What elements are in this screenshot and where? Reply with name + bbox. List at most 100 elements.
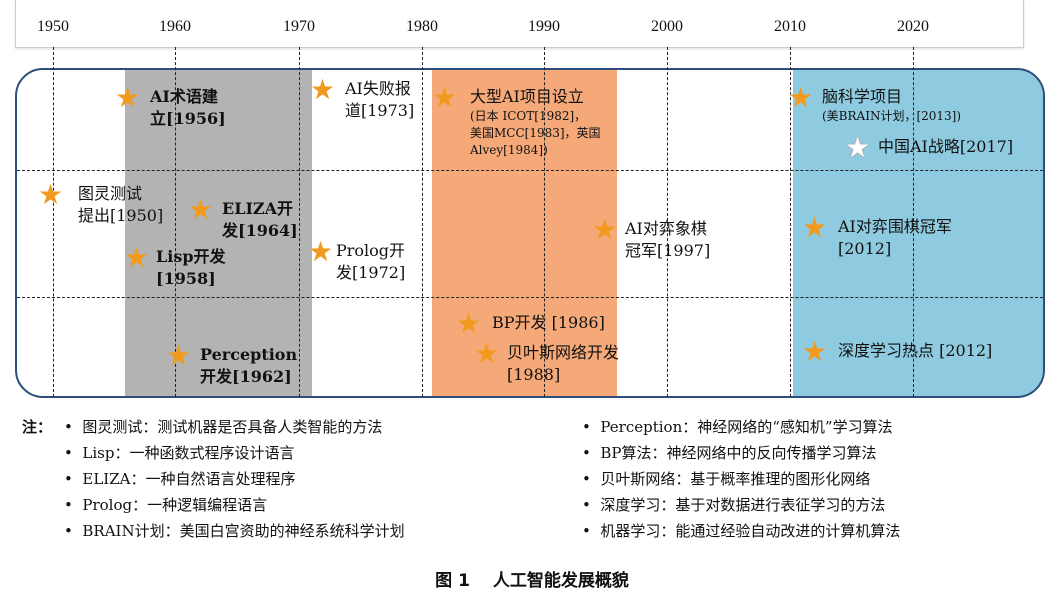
star-icon: ★ [38, 178, 64, 211]
note-item: • 深度学习：基于对数据进行表征学习的方法 [582, 496, 886, 514]
event-text: 图灵测试 [78, 184, 143, 203]
event-text: 道[1973] [345, 101, 415, 120]
row-divider [17, 170, 1043, 171]
note-text: Perception：神经网络的“感知机”学习算法 [600, 418, 893, 436]
event-text: 提出[1950] [78, 206, 164, 225]
event-text: 中国AI战略[2017] [878, 137, 1014, 156]
event-eliza: ELIZA开 发[1964] [222, 198, 298, 242]
notes-prefix: 注： [22, 418, 53, 436]
event-term: AI术语建立[1956] [150, 86, 226, 130]
event-text: AI术语建 [150, 87, 218, 106]
event-chess: AI对弈象棋 冠军[1997] [625, 218, 710, 262]
year-gridline [544, 47, 545, 397]
event-subtext: (日本 ICOT[1982]， [470, 109, 587, 123]
note-item: • 机器学习：能通过经验自动改进的计算机算法 [582, 522, 901, 540]
event-text: 发[1972] [336, 263, 406, 282]
event-prolog: Prolog开 发[1972] [336, 240, 405, 284]
event-text: AI对弈围棋冠军 [838, 217, 952, 236]
event-big: 大型AI项目设立 (日本 ICOT[1982]， 美国MCC[1983]，英国 Alv… [470, 86, 601, 159]
row-divider [17, 297, 1043, 298]
year-gridline [667, 47, 668, 397]
event-text: [1958] [156, 269, 216, 288]
star-icon: ★ [308, 235, 334, 268]
star-icon: ★ [456, 307, 482, 340]
note-text: 贝叶斯网络：基于概率推理的图形化网络 [600, 470, 871, 488]
star-icon: ★ [592, 213, 618, 246]
event-subtext: 美国MCC[1983]，英国 [470, 126, 601, 140]
note-text: 深度学习：基于对数据进行表征学习的方法 [600, 496, 886, 514]
event-deep: 深度学习热点 [2012] [838, 340, 992, 362]
event-turing: 图灵测试提出[1950] [78, 183, 163, 227]
event-text: 脑科学项目 [822, 87, 903, 106]
event-brain: 脑科学项目 (美BRAIN计划，[2013]) [822, 86, 961, 125]
event-text: BP开发 [1986] [492, 313, 605, 332]
event-text: 深度学习热点 [2012] [838, 341, 993, 360]
note-item: • Prolog：一种逻辑编程语言 [64, 496, 268, 514]
star-icon: ★ [124, 241, 150, 274]
note-item: • 贝叶斯网络：基于概率推理的图形化网络 [582, 470, 871, 488]
star-icon: ★ [802, 335, 828, 368]
note-text: Lisp：一种函数式程序设计语言 [82, 444, 295, 462]
event-fail: AI失败报道[1973] [345, 78, 414, 122]
note-item: • Lisp：一种函数式程序设计语言 [64, 444, 295, 462]
year-gridline [790, 47, 791, 397]
event-subtext: Alvey[1984]) [470, 143, 548, 157]
event-china: 中国AI战略[2017] [878, 136, 1013, 158]
event-text: AI失败报 [345, 79, 411, 98]
note-item: • 图灵测试：测试机器是否具备人类智能的方法 [64, 418, 383, 436]
band-1981-1996 [432, 68, 617, 398]
event-text: Perception [200, 345, 298, 364]
year-label: 2010 [774, 18, 806, 35]
year-label: 1970 [283, 18, 315, 35]
event-text: ELIZA开 [222, 199, 294, 218]
star-icon: ★ [474, 337, 500, 370]
year-gridline [913, 47, 914, 397]
star-icon: ★ [788, 81, 814, 114]
event-text: 大型AI项目设立 [470, 87, 584, 106]
event-text: 发[1964] [222, 221, 298, 240]
event-bp: BP开发 [1986] [492, 312, 605, 334]
star-icon: ★ [115, 81, 141, 114]
event-text: 冠军[1997] [625, 241, 711, 260]
year-label: 2020 [897, 18, 929, 35]
year-gridline [175, 47, 176, 397]
event-perception: Perception 开发[1962] [200, 344, 297, 388]
event-text: [1988] [507, 365, 561, 384]
event-go: AI对弈围棋冠军 [2012] [838, 216, 952, 260]
year-label: 1960 [159, 18, 191, 35]
star-icon: ★ [432, 81, 458, 114]
event-bayes: 贝叶斯网络开发 [1988] [507, 342, 619, 386]
note-text: BP算法：神经网络中的反向传播学习算法 [600, 444, 877, 462]
star-icon: ★ [188, 193, 214, 226]
event-subtext: (美BRAIN计划，[2013]) [822, 109, 962, 123]
event-text: 开发[1962] [200, 367, 292, 386]
year-label: 1990 [528, 18, 560, 35]
note-text: 机器学习：能通过经验自动改进的计算机算法 [600, 522, 901, 540]
event-lisp: Lisp开发 [1958] [156, 246, 226, 290]
year-label: 1950 [37, 18, 69, 35]
year-axis [15, 0, 1024, 48]
band-1956-1971 [125, 68, 312, 398]
event-text: 贝叶斯网络开发 [507, 343, 620, 362]
year-gridline [299, 47, 300, 397]
timeline-frame [15, 68, 1045, 398]
star-icon: ★ [802, 211, 828, 244]
note-text: BRAIN计划：美国白宫资助的神经系统科学计划 [82, 522, 405, 540]
event-text: AI对弈象棋 [625, 219, 707, 238]
year-label: 1980 [406, 18, 438, 35]
note-text: Prolog：一种逻辑编程语言 [82, 496, 268, 514]
star-icon: ★ [310, 73, 336, 106]
year-gridline [53, 47, 54, 397]
year-label: 2000 [651, 18, 683, 35]
figure-caption: 图 1 人工智能发展概貌 [435, 571, 629, 591]
star-icon: ★ [845, 131, 871, 164]
note-item: • Perception：神经网络的“感知机”学习算法 [582, 418, 893, 436]
event-text: Lisp开发 [156, 247, 226, 266]
event-text: 立[1956] [150, 109, 226, 128]
year-gridline [422, 47, 423, 397]
star-icon: ★ [166, 339, 192, 372]
note-item: • BP算法：神经网络中的反向传播学习算法 [582, 444, 877, 462]
note-text: 图灵测试：测试机器是否具备人类智能的方法 [82, 418, 383, 436]
band-2010-now [793, 68, 1043, 398]
note-text: ELIZA：一种自然语言处理程序 [82, 470, 296, 488]
